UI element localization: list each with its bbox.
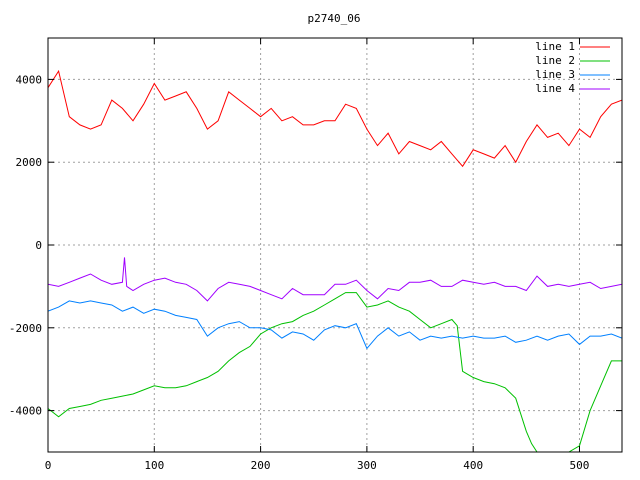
series-line-4 xyxy=(48,257,622,302)
x-tick-label-4: 400 xyxy=(463,459,483,472)
series-line-1 xyxy=(48,69,622,168)
y-tick-label-1: -2000 xyxy=(9,322,42,335)
grid-lines xyxy=(48,38,622,452)
x-tick-label-5: 500 xyxy=(570,459,590,472)
y-tick-label-2: 0 xyxy=(35,239,42,252)
legend-label-4: line 4 xyxy=(535,82,575,95)
legend-label-3: line 3 xyxy=(535,68,575,81)
legend-label-1: line 1 xyxy=(535,40,575,53)
series-line-3 xyxy=(48,300,622,350)
x-tick-label-0: 0 xyxy=(45,459,52,472)
y-tick-label-3: 2000 xyxy=(16,156,43,169)
y-tick-label-4: 4000 xyxy=(16,73,43,86)
chart-title: p2740_06 xyxy=(308,12,361,25)
x-tick-label-1: 100 xyxy=(144,459,164,472)
axes: 0 100 200 300 400 500 -4000 -2000 0 2000 4000 xyxy=(9,38,622,472)
x-tick-label-3: 300 xyxy=(357,459,377,472)
y-tick-label-0: -4000 xyxy=(9,405,42,418)
x-tick-label-2: 200 xyxy=(251,459,271,472)
series-group xyxy=(48,69,622,452)
legend-label-2: line 2 xyxy=(535,54,575,67)
series-line-2 xyxy=(48,292,622,452)
